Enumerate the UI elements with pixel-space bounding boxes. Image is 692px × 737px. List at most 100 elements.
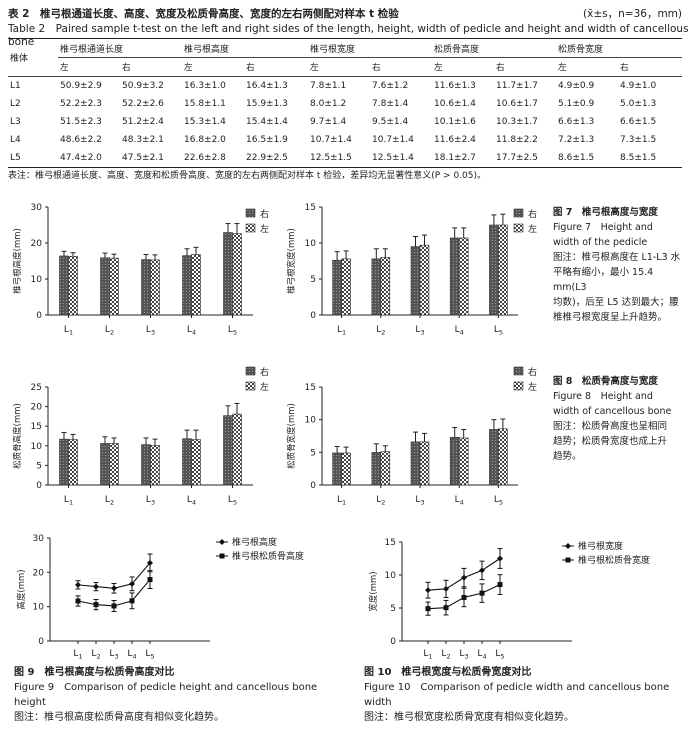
bar: [332, 259, 342, 316]
table-cell: 7.8±1.1: [310, 81, 347, 91]
y-tick-label: 10: [305, 416, 317, 426]
bar: [68, 256, 78, 316]
fig8-title-en-1: Figure 8 Height and: [553, 391, 653, 402]
x-tick-label: L2: [376, 495, 385, 507]
legend-marker: [565, 543, 571, 549]
table-subheader-cell: 左: [58, 57, 120, 77]
fig8-width-chart: 0 5 10 15 松质骨宽度(mm) L1 L2 L3 L4 L5 右左: [286, 366, 537, 507]
fig7-height-chart: 0 10 20 30 椎弓根高度(mm) L1 L2 L3 L4 L5 右左: [12, 203, 269, 337]
bar: [498, 428, 508, 486]
y-tick-label: 20: [33, 568, 45, 578]
legend-label: 椎弓根宽度: [578, 540, 623, 552]
y-tick-label: 5: [36, 461, 42, 471]
table-cell: 48.3±2.1: [122, 135, 164, 145]
table-group-header-row: 椎体 椎弓根通道长度 椎弓根高度 椎弓根宽度 松质骨高度 松质骨宽度: [8, 38, 682, 77]
x-tick-label: L5: [494, 325, 503, 337]
table-cell: 4.9±0.9: [558, 81, 595, 91]
table-cell: 7.6±1.2: [372, 81, 409, 91]
data-point: [93, 602, 99, 608]
bar: [191, 439, 201, 486]
table-header-cell: 椎弓根宽度: [308, 38, 432, 58]
table-cell: 4.9±1.0: [620, 81, 657, 91]
fig8-title: 图 8 松质骨高度与宽度: [553, 376, 658, 387]
y-tick-label: 25: [31, 383, 42, 393]
x-tick-label: L1: [64, 495, 73, 507]
legend-swatch: [513, 366, 524, 376]
bar: [59, 255, 69, 316]
table-body: L1 50.9±2.9 50.9±3.2 16.3±1.0 16.4±1.3 7.8±1.…: [8, 77, 682, 168]
table-row: L3 51.5±2.3 51.2±2.4 15.3±1.4 15.4±1.4 9.7±1.…: [8, 113, 682, 131]
chart-plot: 0 5 10 15 20 25 松质骨高度(mm) L1 L2 L3 L4 L5 右左: [12, 366, 269, 507]
bar: [191, 254, 201, 316]
table-cell: 5.1±0.9: [558, 99, 595, 109]
table-cell: 8.5±1.5: [618, 149, 682, 168]
y-tick-label: 0: [38, 637, 44, 647]
x-tick-label: L2: [376, 325, 385, 337]
bar: [68, 439, 78, 486]
y-tick-label: 10: [385, 571, 397, 581]
x-tick-label: L4: [455, 495, 464, 507]
data-point: [479, 567, 485, 574]
bar: [341, 452, 351, 486]
legend-label: 右: [528, 208, 537, 220]
table-subheader-cell: 右: [120, 57, 182, 77]
table-row: L5 47.4±2.0 47.5±2.1 22.6±2.8 22.9±2.5 12.5±1…: [8, 149, 682, 168]
vertebra-label: L3: [10, 117, 21, 127]
bar: [410, 441, 421, 486]
x-tick-label: L1: [337, 495, 346, 507]
data-point: [129, 580, 135, 587]
fig8-height-chart: 0 5 10 15 20 25 松质骨高度(mm) L1 L2 L3 L4 L5 右左: [12, 366, 269, 507]
legend-marker: [219, 553, 225, 559]
table-cell: 48.6±2.2: [60, 135, 102, 145]
table-header-cell: 椎弓根通道长度: [58, 38, 182, 58]
bar: [449, 237, 460, 316]
legend-label: 椎弓根高度: [232, 536, 277, 548]
data-point: [461, 594, 467, 600]
legend-swatch: [513, 223, 524, 233]
table-cell: 50.9±2.9: [60, 81, 102, 91]
table-header-cell: 椎弓根高度: [182, 38, 308, 58]
legend-label: 右: [260, 366, 269, 378]
data-point: [75, 581, 81, 588]
y-tick-label: 20: [31, 403, 43, 413]
table-cell: 18.1±2.7: [432, 149, 494, 168]
table-row: L4 48.6±2.2 48.3±2.1 16.8±2.0 16.5±1.9 10.7±1…: [8, 131, 682, 149]
legend-swatch: [245, 208, 256, 218]
table-cell: 22.6±2.8: [182, 149, 244, 168]
bar: [380, 257, 391, 316]
fig8-caption: 图 8 松质骨高度与宽度 Figure 8 Height and width o…: [553, 374, 688, 464]
bar: [458, 237, 469, 316]
table-cell: 52.2±2.6: [122, 99, 164, 109]
data-point: [425, 606, 431, 612]
table-header-cell: 椎体: [8, 38, 58, 77]
bar: [232, 233, 242, 316]
fig10-title-en: Figure 10 Comparison of pedicle width an…: [364, 682, 670, 708]
y-tick-label: 5: [310, 448, 316, 458]
bar: [109, 257, 119, 316]
x-tick-label: L2: [91, 649, 100, 661]
legend-label: 右: [528, 366, 537, 378]
table-sub-header-row: 左 右 左 右 左 右 左 右 左 右: [8, 57, 682, 77]
chart-plot: 0 10 20 30 椎弓根高度(mm) L1 L2 L3 L4 L5 右左: [12, 203, 269, 337]
y-tick-label: 0: [36, 311, 42, 321]
bar: [223, 232, 233, 316]
y-tick-label: 20: [31, 239, 43, 249]
data-point: [425, 587, 431, 594]
x-tick-label: L4: [187, 325, 196, 337]
data-point: [479, 590, 485, 596]
data-point: [497, 582, 503, 588]
y-tick-label: 0: [36, 481, 42, 491]
fig10-caption: 图 10 椎弓根宽度与松质骨宽度对比 Figure 10 Comparison …: [364, 665, 690, 725]
bar: [489, 429, 499, 486]
legend-label: 左: [528, 223, 537, 235]
fig9-title: 图 9 椎弓根高度与松质骨高度对比: [14, 667, 175, 678]
y-tick-label: 15: [305, 383, 316, 393]
bar: [489, 224, 499, 316]
table-cell: 15.9±1.3: [246, 99, 288, 109]
bar: [150, 445, 160, 486]
vertebra-label: L5: [8, 149, 58, 168]
x-tick-label: L1: [73, 649, 82, 661]
bar: [150, 259, 160, 316]
x-tick-label: L4: [477, 649, 486, 661]
